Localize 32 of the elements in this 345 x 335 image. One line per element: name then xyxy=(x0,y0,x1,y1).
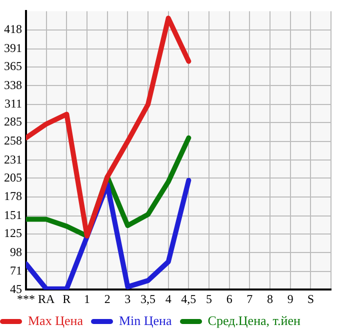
y-tick-label: 338 xyxy=(4,78,22,92)
x-tick-label: 3,5 xyxy=(140,292,156,306)
x-tick-label: 5 xyxy=(206,292,212,306)
legend-label: Max Цена xyxy=(28,313,83,329)
y-tick-label: 205 xyxy=(4,170,22,184)
y-tick-label: 71 xyxy=(10,264,22,278)
legend-label: Min Цена xyxy=(118,313,172,329)
y-tick-label: 258 xyxy=(4,134,22,148)
x-tick-label: 7 xyxy=(246,292,253,306)
y-tick-label: 98 xyxy=(10,244,22,259)
y-tick-label: 391 xyxy=(4,40,22,55)
x-tick-label: S xyxy=(307,292,314,306)
y-tick-label: 125 xyxy=(4,226,22,240)
y-tick-label: 231 xyxy=(4,152,22,166)
x-tick-label: R xyxy=(62,292,71,306)
y-tick-label: 285 xyxy=(4,114,22,129)
x-tick-label: 6 xyxy=(226,292,232,306)
y-tick-label: 178 xyxy=(4,189,22,204)
x-tick-label: 3 xyxy=(124,292,131,306)
y-tick-label: 365 xyxy=(4,59,22,74)
y-tick-label: 418 xyxy=(4,22,22,36)
y-tick-label: 45 xyxy=(10,282,22,296)
legend-label: Сред.Цена, т.йен xyxy=(208,313,300,329)
x-tick-label: 8 xyxy=(267,292,273,306)
x-tick-label: RA xyxy=(38,292,55,306)
y-tick-label: 311 xyxy=(4,96,22,111)
x-tick-label: 4,5 xyxy=(181,292,196,306)
x-tick-label: 1 xyxy=(84,292,90,306)
x-tick-label: 2 xyxy=(104,292,110,306)
y-tick-label: 151 xyxy=(4,208,22,222)
x-tick-label: 9 xyxy=(287,292,294,306)
x-tick-label: 4 xyxy=(165,292,172,306)
